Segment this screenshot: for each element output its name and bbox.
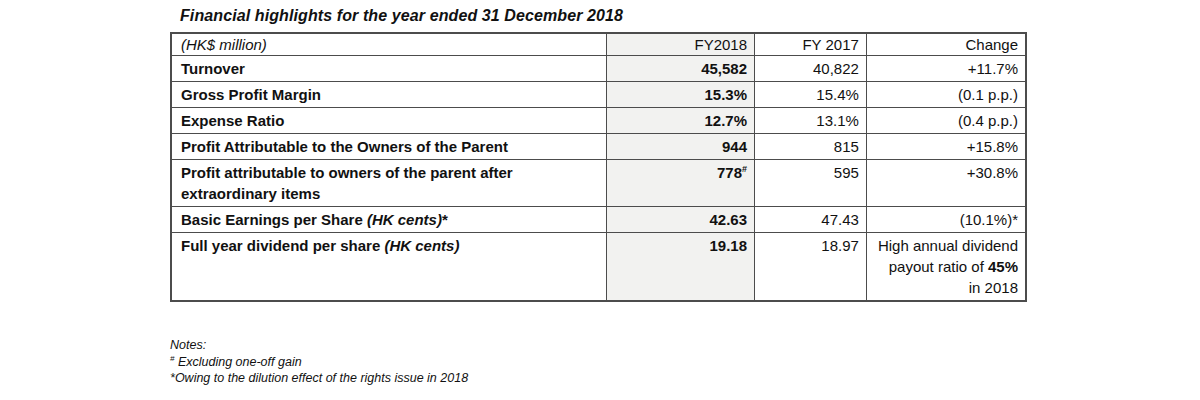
footnote-marker: # — [170, 353, 174, 362]
footnote-marker: # — [742, 164, 747, 174]
note-line: *Owing to the dilution effect of the rig… — [170, 370, 468, 387]
fy2017-value-cell: 40,822 — [755, 56, 867, 82]
fy2018-value-cell: 45,582 — [606, 56, 754, 82]
table-header-row: (HK$ million) FY2018 FY 2017 Change — [171, 33, 1026, 56]
table-row: Profit Attributable to the Owners of the… — [171, 134, 1026, 160]
fy2018-value-cell: 12.7% — [606, 108, 754, 134]
text-segment: 45% — [988, 258, 1018, 275]
change-value-cell: (0.1 p.p.) — [866, 82, 1026, 108]
fy2017-value-cell: 13.1% — [755, 108, 867, 134]
table-row: Basic Earnings per Share (HK cents)*42.6… — [171, 207, 1026, 233]
change-value-cell: +15.8% — [866, 134, 1026, 160]
row-label-cell: Turnover — [171, 56, 606, 82]
text-segment: in 2018 — [969, 279, 1018, 296]
table-row: Turnover 45,58240,822 +11.7% — [171, 56, 1026, 82]
text-segment: Profit Attributable to the Owners of the… — [181, 138, 508, 155]
fy2018-value-cell: 15.3% — [606, 82, 754, 108]
row-label-cell: Expense Ratio — [171, 108, 606, 134]
financial-highlights-table: (HK$ million) FY2018 FY 2017 Change Turn… — [170, 32, 1027, 302]
table-row: Profit attributable to owners of the par… — [171, 160, 1026, 207]
fy2018-value-cell: 944 — [606, 134, 754, 160]
change-value-cell: High annual dividend payout ratio of 45%… — [866, 233, 1026, 302]
header-fy2017: FY 2017 — [755, 33, 867, 56]
fy2017-value-cell: 15.4% — [755, 82, 867, 108]
table-row: Gross Profit Margin 15.3%15.4% (0.1 p.p.) — [171, 82, 1026, 108]
fy2017-value-cell: 47.43 — [755, 207, 867, 233]
change-value-cell: +11.7% — [866, 56, 1026, 82]
row-label-cell: Profit Attributable to the Owners of the… — [171, 134, 606, 160]
notes-heading: Notes: — [170, 337, 468, 354]
notes-items: # Excluding one-off gain*Owing to the di… — [170, 354, 468, 387]
text-segment: (0.1 p.p.) — [958, 86, 1018, 103]
text-segment: +30.8% — [967, 164, 1018, 181]
notes: Notes: # Excluding one-off gain*Owing to… — [170, 337, 468, 387]
row-label-cell: Profit attributable to owners of the par… — [171, 160, 606, 207]
text-segment: (0.4 p.p.) — [958, 112, 1018, 129]
fy2017-value-cell: 595 — [755, 160, 867, 207]
header-change: Change — [866, 33, 1026, 56]
row-label-cell: Full year dividend per share (HK cents) — [171, 233, 606, 302]
text-segment: +15.8% — [967, 138, 1018, 155]
text-segment: +11.7% — [968, 60, 1018, 77]
text-segment: Basic Earnings per Share — [181, 211, 367, 228]
fy2017-value-cell: 815 — [755, 134, 867, 160]
header-fy2018: FY2018 — [606, 33, 754, 56]
text-segment: (HK cents) — [367, 211, 442, 228]
row-label-cell: Gross Profit Margin — [171, 82, 606, 108]
table-row: Full year dividend per share (HK cents)1… — [171, 233, 1026, 302]
table-row: Expense Ratio 12.7%13.1% (0.4 p.p.) — [171, 108, 1026, 134]
text-segment: Turnover — [181, 60, 245, 77]
note-line: # Excluding one-off gain — [170, 354, 468, 371]
fy2018-value-cell: 778# — [606, 160, 754, 207]
change-value-cell: (10.1%)* — [866, 207, 1026, 233]
change-value-cell: +30.8% — [866, 160, 1026, 207]
page-title: Financial highlights for the year ended … — [180, 7, 623, 25]
header-unit-label: (HK$ million) — [171, 33, 606, 56]
text-segment: Full year dividend per share — [181, 237, 384, 254]
text-segment: Gross Profit Margin — [181, 86, 321, 103]
text-segment: * — [442, 211, 448, 228]
text-segment: (HK cents) — [384, 237, 459, 254]
fy2017-value-cell: 18.97 — [755, 233, 867, 302]
fy2018-value-cell: 42.63 — [606, 207, 754, 233]
text-segment: (10.1%)* — [960, 211, 1018, 228]
table-body: Turnover 45,58240,822 +11.7% Gross Profit M… — [171, 56, 1026, 302]
text-segment: Expense Ratio — [181, 112, 284, 129]
fy2018-value-cell: 19.18 — [606, 233, 754, 302]
text-segment: Profit attributable to owners of the par… — [181, 164, 513, 202]
change-value-cell: (0.4 p.p.) — [866, 108, 1026, 134]
row-label-cell: Basic Earnings per Share (HK cents)* — [171, 207, 606, 233]
